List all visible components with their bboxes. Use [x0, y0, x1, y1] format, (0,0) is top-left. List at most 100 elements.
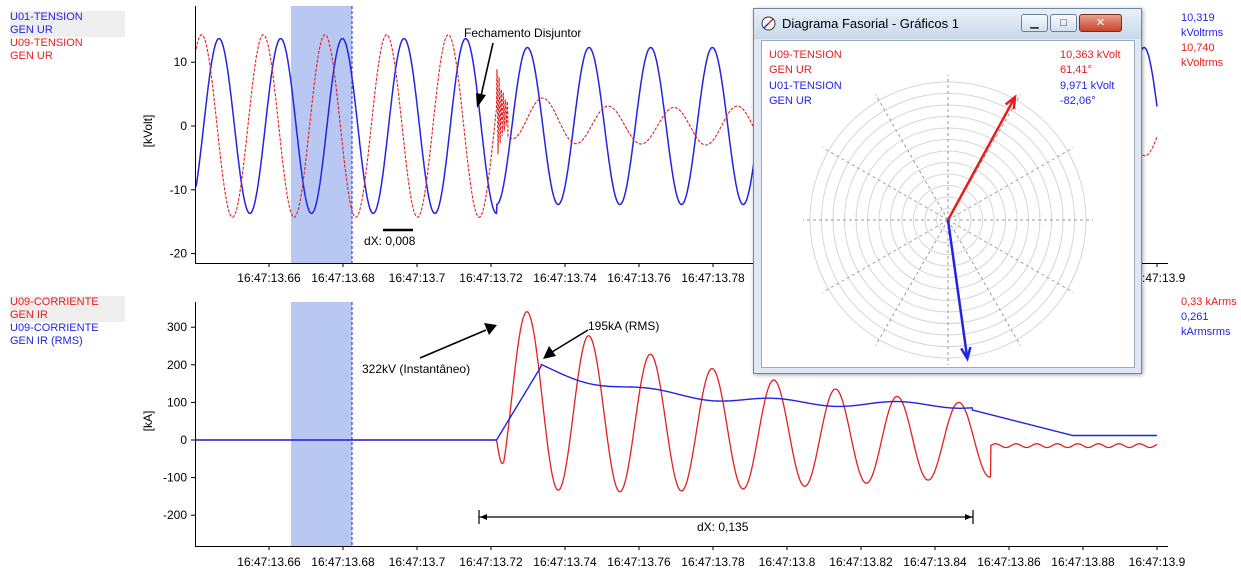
x-tick-label: 16:47:13.7 [389, 271, 446, 285]
x-tick-label: 16:47:13.66 [237, 271, 301, 285]
phasor-values-u01: 9,971 kVolt -82,06° [1060, 79, 1114, 109]
selection-band-top[interactable] [291, 6, 352, 263]
legend-u09-line1[interactable]: U09-TENSION [10, 37, 83, 49]
phasor-u01-magnitude: 9,971 kVolt [1060, 80, 1115, 92]
x-tick-label: 16:47:13.72 [459, 555, 523, 569]
legend-u09-line2[interactable]: GEN UR [10, 50, 53, 62]
arrow-fechamento-head [476, 93, 486, 108]
x-tick-label: 16:47:13.66 [237, 555, 301, 569]
top-unit-u09: kVoltrms [1181, 57, 1224, 69]
x-tick-label: 16:47:13.7 [389, 555, 446, 569]
close-button[interactable]: ✕ [1079, 14, 1122, 32]
maximize-button[interactable]: □ [1050, 14, 1077, 32]
phasor-polar-plot[interactable] [762, 41, 1134, 367]
phasor-vectors [946, 94, 1017, 362]
polar-grid [803, 75, 1093, 365]
y-tick-label: 200 [167, 358, 187, 372]
dx-bottom-arrow-right [965, 514, 972, 520]
y-tick-label: 100 [167, 395, 187, 409]
x-tick-label: 16:47:13.76 [607, 271, 671, 285]
bottom-right-values: 0,33 kArms 0,261 kArmsrms [1181, 295, 1237, 340]
top-value-u09: 10,740 [1181, 42, 1215, 54]
top-value-u01: 10,319 [1181, 12, 1215, 24]
polar-ring [890, 162, 1006, 278]
x-tick-label: 16:47:13.78 [681, 555, 745, 569]
arrow-rms-shaft [551, 329, 589, 353]
x-tick-label: 16:47:13.68 [311, 555, 375, 569]
x-tick-label: 16:47:13.72 [459, 271, 523, 285]
x-tick-label: 16:47:13.88 [1051, 555, 1115, 569]
top-right-values: 10,319 kVoltrms 10,740 kVoltrms [1181, 11, 1223, 71]
bottom-unit-irrms: kArmsrms [1181, 326, 1231, 338]
polar-ring [913, 185, 983, 255]
y-tick-label: -100 [163, 471, 187, 485]
x-tick-label: 16:47:13.8 [759, 555, 816, 569]
phasor-u09-angle: 61,41° [1060, 64, 1092, 76]
phasor-diagram-window[interactable]: Diagrama Fasorial - Gráficos 1 ▁ □ ✕ U09… [753, 8, 1142, 374]
top-axis-label: [kVolt] [141, 115, 155, 148]
phasor-vector [946, 219, 969, 359]
arrow-inst-shaft [419, 329, 487, 359]
dx-bottom-arrow-left [480, 514, 487, 520]
minimize-button[interactable]: ▁ [1021, 14, 1048, 32]
y-tick-label: 0 [180, 119, 187, 133]
polar-spoke [947, 219, 1074, 293]
top-legend: U01-TENSION GEN UR U09-TENSION GEN UR [10, 11, 125, 63]
phasor-u01-angle: -82,06° [1060, 95, 1096, 107]
top-unit-u01: kVoltrms [1181, 27, 1224, 39]
phasor-entry-u09: U09-TENSION GEN UR [769, 48, 842, 78]
phasor-window-icon [761, 16, 776, 31]
phasor-u01-line2: GEN UR [769, 95, 812, 107]
y-tick-label: 10 [174, 55, 188, 69]
polar-ring [901, 173, 995, 267]
polar-ring [924, 196, 972, 244]
phasor-values-u09: 10,363 kVolt 61,41° [1060, 48, 1121, 78]
legend-irrms-line1[interactable]: U09-CORRIENTE [10, 322, 99, 334]
phasor-titlebar[interactable]: Diagrama Fasorial - Gráficos 1 ▁ □ ✕ [754, 9, 1141, 39]
phasor-window-title: Diagrama Fasorial - Gráficos 1 [782, 16, 959, 31]
phasor-u09-magnitude: 10,363 kVolt [1060, 49, 1121, 61]
x-tick-label: 16:47:13.86 [977, 555, 1041, 569]
phasor-client-area[interactable]: U09-TENSION GEN UR U01-TENSION GEN UR 10… [761, 40, 1135, 368]
x-tick-label: 16:47:13.76 [607, 555, 671, 569]
y-tick-label: 300 [167, 320, 187, 334]
y-tick-label: -200 [163, 508, 187, 522]
legend-irrms-line2[interactable]: GEN IR (RMS) [10, 335, 83, 347]
x-tick-label: 16:47:13.9 [1129, 555, 1186, 569]
bottom-axis-label: [kA] [141, 411, 155, 432]
polar-ring [936, 208, 960, 232]
top-y-ticks: 10 0 -10 -20 [170, 55, 195, 261]
arrow-fechamento-shaft [480, 42, 494, 97]
annotation-peak-rms: 195kA (RMS) [588, 319, 659, 333]
x-tick-label: 16:47:13.84 [903, 555, 967, 569]
selection-band-bottom[interactable] [291, 302, 352, 546]
x-tick-label: 16:47:13.74 [533, 271, 597, 285]
x-tick-label: 16:47:13.74 [533, 555, 597, 569]
legend-u01-line1[interactable]: U01-TENSION [10, 11, 125, 24]
polar-spoke [875, 94, 949, 221]
bottom-legend: U09-CORRIENTE GEN IR U09-CORRIENTE GEN I… [10, 296, 125, 348]
x-tick-label: 16:47:13.9 [1129, 271, 1186, 285]
annotation-fechamento: Fechamento Disjuntor [464, 26, 581, 40]
bottom-value-irrms: 0,261 [1181, 311, 1209, 323]
polar-spoke [822, 147, 949, 221]
legend-ir-line1[interactable]: U09-CORRIENTE [10, 296, 125, 309]
bottom-x-ticks: 16:47:13.66 16:47:13.68 16:47:13.7 16:47:13… [237, 546, 1186, 569]
y-tick-label: -20 [170, 247, 188, 261]
arrow-inst-head [484, 323, 497, 335]
x-tick-label: 16:47:13.78 [681, 271, 745, 285]
arrow-rms-head [543, 346, 556, 359]
phasor-u09-line1: U09-TENSION [769, 49, 842, 61]
series-ir-rms [196, 363, 1157, 441]
phasor-entry-u01: U01-TENSION GEN UR [769, 79, 842, 109]
polar-spoke [947, 219, 1021, 346]
annotation-peak-inst: 322kV (Instantâneo) [362, 362, 470, 376]
y-tick-label: -10 [170, 183, 188, 197]
legend-u01-line2[interactable]: GEN UR [10, 24, 125, 37]
x-tick-label: 16:47:13.82 [829, 555, 893, 569]
polar-spoke [875, 219, 949, 346]
y-tick-label: 0 [180, 433, 187, 447]
phasor-vector [946, 96, 1017, 221]
legend-ir-line2[interactable]: GEN IR [10, 309, 125, 322]
